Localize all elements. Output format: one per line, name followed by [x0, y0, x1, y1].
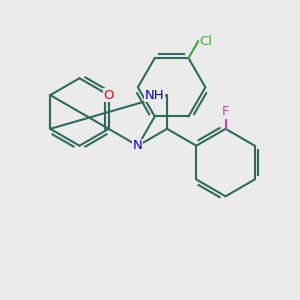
Text: Cl: Cl — [199, 34, 212, 48]
Text: N: N — [133, 139, 143, 152]
Text: O: O — [103, 88, 114, 102]
Text: F: F — [222, 105, 229, 118]
Text: NH: NH — [144, 88, 164, 102]
